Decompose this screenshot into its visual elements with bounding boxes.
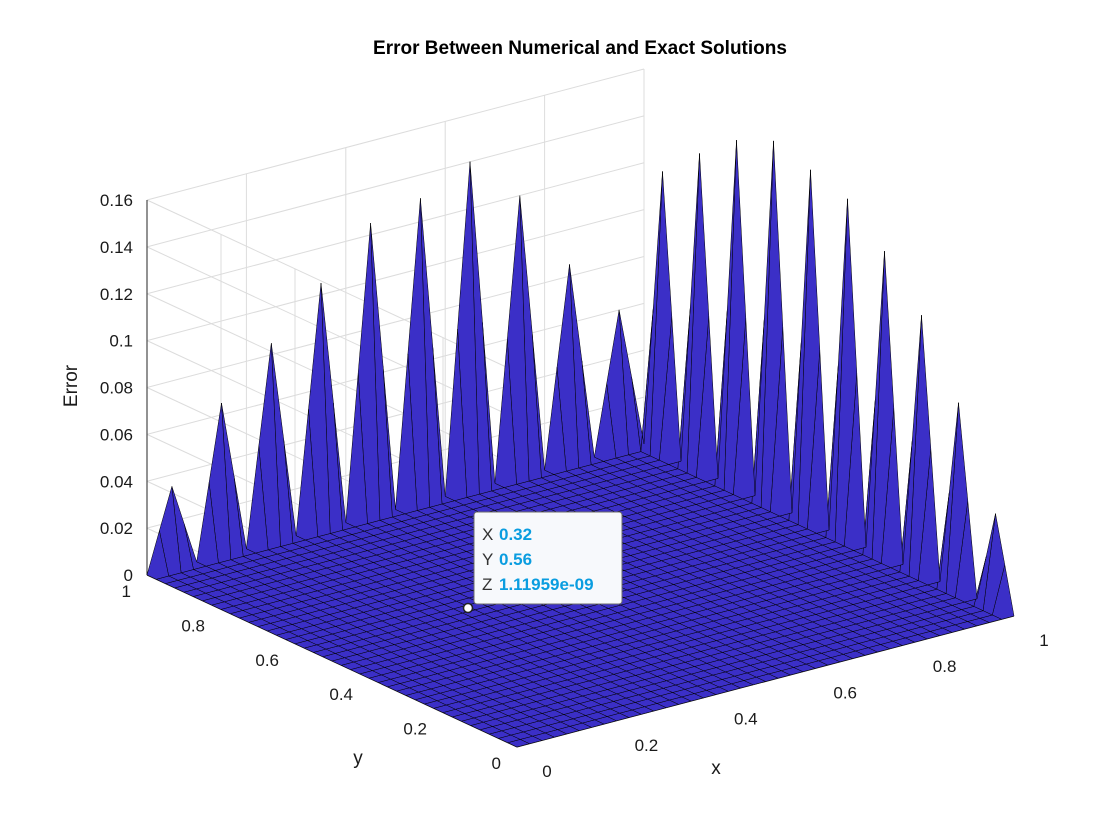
y-tick-label: 0.2 xyxy=(403,720,427,739)
datatip-box xyxy=(473,511,623,605)
z-tick-label: 0.16 xyxy=(100,191,133,210)
datatip-value-y: 0.56 xyxy=(499,550,532,569)
z-tick-label: 0.14 xyxy=(100,238,133,257)
z-tick-label: 0.02 xyxy=(100,519,133,538)
y-tick-label: 0 xyxy=(492,754,501,773)
datatip-value-z: 1.11959e-09 xyxy=(499,575,594,594)
z-tick-label: 0.1 xyxy=(109,332,133,351)
y-tick-label: 1 xyxy=(122,582,131,601)
z-tick-label: 0 xyxy=(124,566,133,585)
datatip-key-z: Z xyxy=(482,575,492,594)
x-tick-label: 0.6 xyxy=(833,683,857,702)
x-tick-label: 0.2 xyxy=(635,736,659,755)
y-tick-label: 0.4 xyxy=(329,685,353,704)
grid-line xyxy=(146,302,645,435)
chart-title: Error Between Numerical and Exact Soluti… xyxy=(373,38,787,59)
grid-line xyxy=(146,256,645,388)
y-tick-label: 0.6 xyxy=(255,651,279,670)
datatip[interactable]: X 0.32 Y 0.56 Z 1.11959e-09 xyxy=(462,511,623,614)
error-surface[interactable] xyxy=(146,140,1015,748)
datatip-value-x: 0.32 xyxy=(499,525,532,544)
x-tick-label: 0.4 xyxy=(734,710,758,729)
y-tick-label: 0.8 xyxy=(181,616,205,635)
grid-line xyxy=(146,68,645,201)
grid-line xyxy=(146,199,518,373)
z-tick-label: 0.06 xyxy=(100,425,133,444)
datatip-marker xyxy=(462,602,474,614)
x-axis-label: x xyxy=(711,758,721,779)
y-axis-label: y xyxy=(353,748,363,769)
x-tick-label: 0 xyxy=(542,762,551,781)
z-tick-label: 0.08 xyxy=(100,379,133,398)
z-tick-label: 0.04 xyxy=(100,472,133,491)
z-tick-label: 0.12 xyxy=(100,285,133,304)
x-tick-label: 1 xyxy=(1039,631,1048,650)
datatip-key-x: X xyxy=(482,525,493,544)
grid-line xyxy=(146,209,645,342)
x-tick-label: 0.8 xyxy=(933,657,957,676)
z-axis-label: Error xyxy=(61,364,82,407)
grid-line xyxy=(146,162,645,295)
surface-face xyxy=(146,530,169,580)
grid-line xyxy=(146,115,645,248)
datatip-key-y: Y xyxy=(482,550,493,569)
axis-ticks: 0 0.02 0.04 0.06 0.08 0.1 0.12 0.14 0.16 0 0.2 0.4 0… xyxy=(100,191,1049,781)
